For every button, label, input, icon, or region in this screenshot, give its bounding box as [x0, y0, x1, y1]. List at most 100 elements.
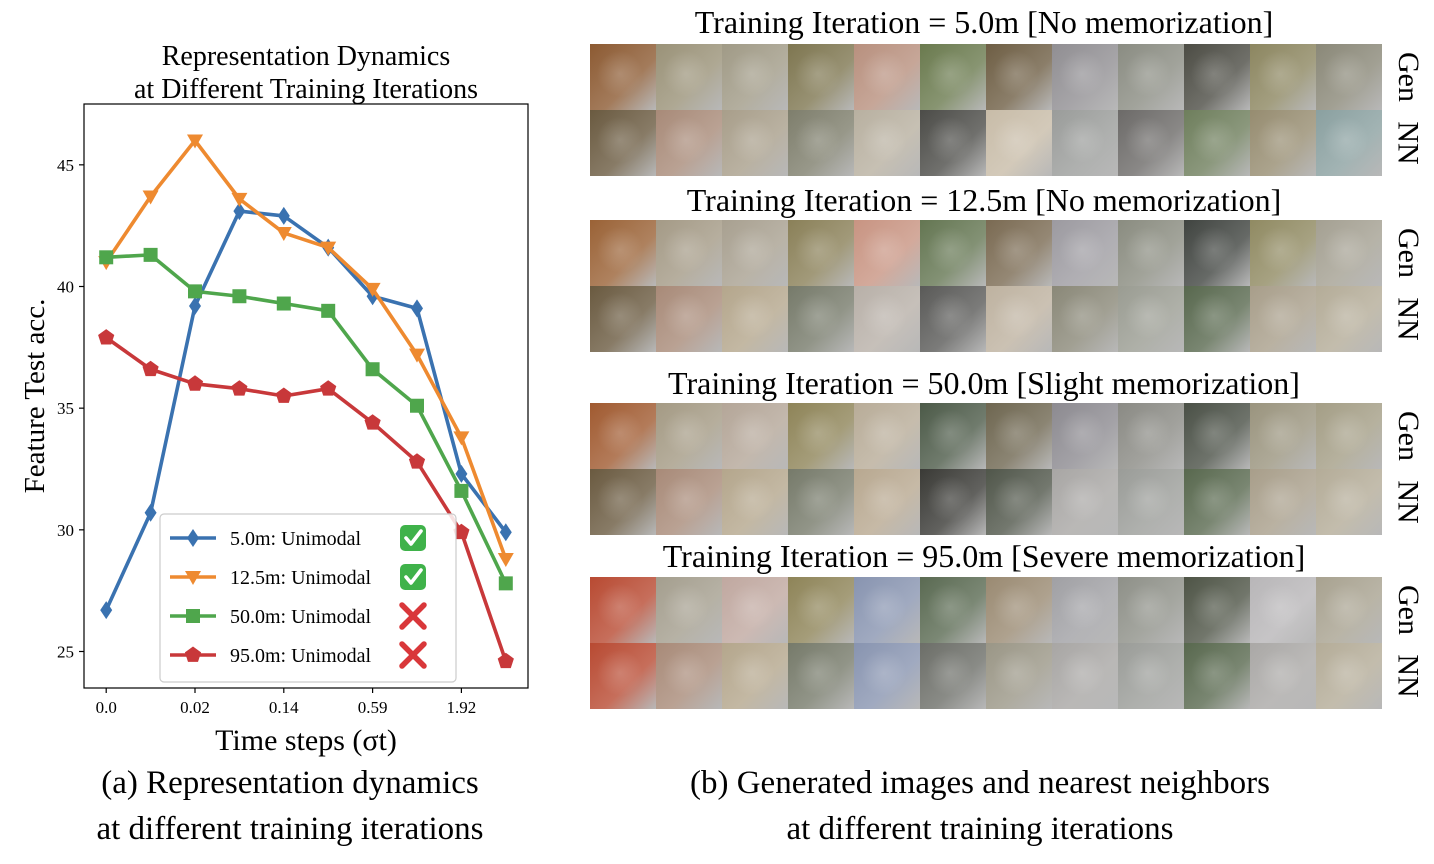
row-label-nn: NN [1392, 121, 1425, 165]
nearest-neighbor-thumbnail [1184, 469, 1250, 535]
row-label-nn: NN [1392, 297, 1425, 341]
caption-b: (b) Generated images and nearest neighbo… [600, 760, 1360, 852]
data-point [365, 362, 380, 377]
generated-image-thumbnail [1316, 403, 1382, 469]
generated-image-thumbnail [1316, 220, 1382, 286]
nearest-neighbor-thumbnail [788, 110, 854, 176]
check-mark-icon [400, 564, 426, 590]
data-point [142, 360, 159, 377]
caption-b-line-1: (b) Generated images and nearest neighbo… [689, 765, 1270, 801]
nearest-neighbor-thumbnail [920, 469, 986, 535]
legend-box [159, 513, 457, 683]
generated-image-thumbnail [920, 44, 986, 110]
nearest-neighbor-thumbnail [590, 110, 656, 176]
nearest-neighbor-thumbnail [788, 643, 854, 709]
generated-image-thumbnail [1184, 44, 1250, 110]
data-point [144, 503, 157, 522]
generated-image-thumbnail [788, 577, 854, 643]
nearest-neighbor-row [590, 286, 1382, 352]
nearest-neighbor-thumbnail [722, 469, 788, 535]
nearest-neighbor-row [590, 469, 1382, 535]
nearest-neighbor-thumbnail [1184, 110, 1250, 176]
x-axis-label: Time steps (σt) [215, 724, 397, 757]
nearest-neighbor-thumbnail [1250, 110, 1316, 176]
nearest-neighbor-thumbnail [656, 110, 722, 176]
generated-image-thumbnail [1250, 577, 1316, 643]
caption-a-line-2: at different training iterations [96, 811, 484, 847]
row-label-gen: Gen [1392, 585, 1426, 635]
nearest-neighbor-thumbnail [1118, 286, 1184, 352]
generated-image-row [590, 44, 1382, 110]
generated-image-thumbnail [656, 220, 722, 286]
data-point [497, 652, 514, 669]
y-axis-label: Feature Test acc. [19, 299, 51, 494]
generated-image-thumbnail [590, 44, 656, 110]
generated-image-thumbnail [590, 403, 656, 469]
generated-image-thumbnail [722, 44, 788, 110]
data-point [453, 523, 470, 540]
nearest-neighbor-thumbnail [986, 286, 1052, 352]
generated-image-thumbnail [1184, 577, 1250, 643]
legend-marker [184, 646, 202, 662]
group-title: Training Iteration = 12.5m [No memorizat… [686, 182, 1282, 218]
nearest-neighbor-row [590, 643, 1382, 709]
nearest-neighbor-thumbnail [788, 286, 854, 352]
nearest-neighbor-thumbnail [1316, 469, 1382, 535]
generated-image-thumbnail [590, 220, 656, 286]
caption-a: (a) Representation dynamics at different… [40, 760, 540, 852]
series-line-1 [104, 209, 508, 611]
nearest-neighbor-thumbnail [1250, 286, 1316, 352]
data-point [231, 192, 248, 207]
data-point [276, 296, 291, 311]
data-point [453, 431, 470, 446]
data-point [100, 601, 113, 620]
nearest-neighbor-thumbnail [722, 643, 788, 709]
data-point [455, 464, 468, 483]
nearest-neighbor-thumbnail [722, 286, 788, 352]
generated-image-thumbnail [854, 403, 920, 469]
x-tick-label: 0.0 [96, 698, 117, 717]
legend-marker [185, 571, 201, 585]
group-title: Training Iteration = 5.0m [No memorizati… [694, 4, 1274, 40]
generated-image-thumbnail [986, 220, 1052, 286]
nearest-neighbor-thumbnail [788, 469, 854, 535]
generated-image-thumbnail [986, 403, 1052, 469]
y-tick-label: 30 [57, 521, 74, 540]
legend-label: 95.0m: Unimodal [230, 645, 372, 667]
data-point [320, 241, 337, 256]
data-point [189, 296, 201, 315]
data-point [321, 303, 336, 318]
data-point [364, 282, 381, 297]
data-point [188, 284, 202, 299]
nearest-neighbor-thumbnail [1250, 469, 1316, 535]
nearest-neighbor-thumbnail [986, 469, 1052, 535]
nearest-neighbor-thumbnail [1118, 110, 1184, 176]
nearest-neighbor-thumbnail [854, 469, 920, 535]
data-point [497, 553, 514, 568]
y-tick-label: 35 [57, 399, 74, 418]
generated-image-thumbnail [920, 220, 986, 286]
y-tick-label: 45 [57, 156, 74, 175]
series-line-2 [104, 138, 508, 560]
y-tick-label: 25 [57, 643, 74, 662]
nearest-neighbor-thumbnail [1316, 110, 1382, 176]
legend-label: 50.0m: Unimodal [230, 606, 372, 628]
data-point [232, 289, 247, 304]
nearest-neighbor-thumbnail [920, 110, 986, 176]
row-label-gen: Gen [1392, 52, 1426, 102]
nearest-neighbor-thumbnail [590, 469, 656, 535]
nearest-neighbor-thumbnail [1052, 643, 1118, 709]
data-point [142, 190, 159, 205]
nearest-neighbor-thumbnail [1118, 643, 1184, 709]
nearest-neighbor-thumbnail [1118, 469, 1184, 535]
legend-label: 12.5m: Unimodal [230, 567, 372, 589]
nearest-neighbor-thumbnail [1250, 643, 1316, 709]
nearest-neighbor-thumbnail [656, 469, 722, 535]
generated-image-row [590, 403, 1382, 469]
legend-label: 5.0m: Unimodal [230, 528, 362, 550]
generated-image-thumbnail [1052, 403, 1118, 469]
data-point [277, 206, 290, 225]
generated-image-thumbnail [788, 220, 854, 286]
y-tick-label: 40 [57, 278, 74, 297]
